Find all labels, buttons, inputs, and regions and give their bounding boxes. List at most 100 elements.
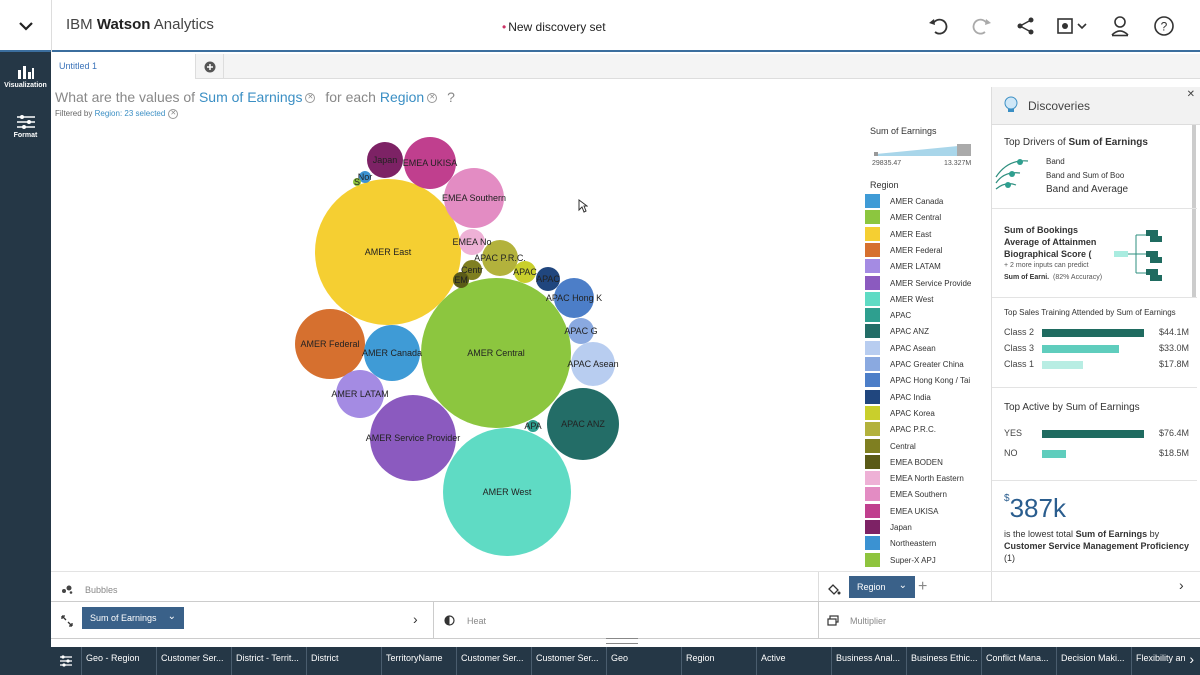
undo-icon[interactable] (916, 12, 960, 40)
data-column-item[interactable]: Geo (606, 647, 681, 675)
data-column-item[interactable]: Decision Maki... (1056, 647, 1131, 675)
legend-item[interactable]: AMER Service Provide (864, 275, 976, 292)
bubble[interactable] (482, 240, 518, 276)
bubble[interactable] (367, 142, 403, 178)
tab-untitled-1[interactable]: Untitled 1 (51, 54, 196, 79)
bar-row[interactable]: Class 1 $17.8M (1004, 359, 1189, 371)
insight-value[interactable]: $387k (1004, 493, 1066, 523)
bubble[interactable] (421, 278, 571, 428)
data-column-item[interactable]: Business Ethic... (906, 647, 981, 675)
legend-item[interactable]: Central (864, 438, 976, 455)
dimension-token[interactable]: Region (379, 89, 425, 105)
expand-icon[interactable] (61, 615, 73, 627)
add-field-icon[interactable]: + (918, 578, 928, 595)
legend-item[interactable]: AMER East (864, 226, 976, 243)
data-column-item[interactable]: District (306, 647, 381, 675)
bubble[interactable] (547, 388, 619, 460)
discoveries-scrollbar[interactable] (1192, 125, 1196, 297)
legend-item[interactable]: EMEA North Eastern (864, 471, 976, 487)
training-card-title[interactable]: Top Sales Training Attended by Sum of Ea… (1004, 308, 1176, 317)
legend-item[interactable]: Super-X APJ (864, 552, 976, 569)
data-column-item[interactable]: Flexibility and (1131, 647, 1185, 675)
legend-item[interactable]: EMEA Southern (864, 487, 976, 503)
chart-type-label[interactable]: Bubbles (85, 585, 118, 595)
bubble[interactable] (554, 278, 594, 318)
legend-item[interactable]: EMEA UKISA (864, 503, 976, 520)
data-column-item[interactable]: Geo - Region (81, 647, 156, 675)
data-column-item[interactable]: Region (681, 647, 756, 675)
bubble[interactable] (568, 318, 594, 344)
resize-handle[interactable] (606, 638, 638, 644)
bubble[interactable] (353, 178, 361, 186)
legend-item[interactable]: APAC ANZ (864, 324, 976, 340)
bubble[interactable] (315, 179, 461, 325)
bar-row[interactable]: YES $76.4M (1004, 428, 1189, 440)
document-title[interactable]: • New discovery set (502, 20, 606, 34)
legend-item[interactable]: AMER Canada (864, 194, 976, 210)
chevron-right-icon[interactable]: › (413, 611, 418, 627)
user-icon[interactable] (1098, 12, 1142, 40)
bubble[interactable] (336, 370, 384, 418)
bubble[interactable] (571, 342, 615, 386)
data-column-item[interactable]: Customer Ser... (456, 647, 531, 675)
bubble[interactable] (370, 395, 456, 481)
settings-sliders-icon[interactable] (59, 655, 73, 667)
color-by-pill[interactable]: Region ⌄ (849, 576, 915, 598)
legend-item[interactable]: APAC Greater China (864, 357, 976, 373)
save-dropdown-icon[interactable] (1048, 12, 1098, 40)
share-icon[interactable] (1004, 12, 1048, 40)
bubble[interactable] (404, 137, 456, 189)
add-tab-icon[interactable] (196, 54, 224, 79)
legend-item[interactable]: AMER LATAM (864, 259, 976, 275)
bubble[interactable] (359, 171, 371, 183)
chevron-right-icon[interactable]: › (1179, 577, 1184, 593)
legend-item[interactable]: APAC Asean (864, 340, 976, 357)
multiplier-slot-label[interactable]: Multiplier (850, 616, 887, 626)
legend-item[interactable]: Japan (864, 520, 976, 536)
remove-dimension-icon[interactable]: ✕ (427, 93, 438, 104)
data-column-item[interactable]: Business Anal... (831, 647, 906, 675)
legend-item[interactable]: AMER Federal (864, 242, 976, 259)
filter-token[interactable]: Region: 23 selected (94, 109, 166, 119)
measure-token[interactable]: Sum of Earnings (198, 89, 303, 105)
data-column-item[interactable]: Active (756, 647, 831, 675)
bubble[interactable] (536, 267, 560, 291)
legend-item[interactable]: AMER West (864, 291, 976, 308)
bubble[interactable] (443, 428, 571, 556)
close-icon[interactable]: ✕ (1186, 89, 1195, 100)
data-column-item[interactable]: District - Territ... (231, 647, 306, 675)
help-icon[interactable]: ? (1142, 12, 1186, 40)
legend-item[interactable]: EMEA BODEN (864, 454, 976, 471)
drivers-card-title[interactable]: Top Drivers of Sum of Earnings (1004, 137, 1148, 148)
data-column-item[interactable]: Customer Ser... (531, 647, 606, 675)
bar-row[interactable]: Class 3 $33.0M (1004, 343, 1189, 355)
bar-row[interactable]: Class 2 $44.1M (1004, 327, 1189, 339)
data-column-item[interactable]: Conflict Mana... (981, 647, 1056, 675)
redo-icon[interactable] (960, 12, 1004, 40)
legend-item[interactable]: APAC India (864, 389, 976, 406)
bubble[interactable] (295, 309, 365, 379)
legend-item[interactable]: APAC Korea (864, 405, 976, 422)
chevron-down-icon[interactable] (0, 0, 52, 52)
legend-item[interactable]: APAC P.R.C. (864, 422, 976, 438)
remove-filter-icon[interactable]: ✕ (168, 109, 179, 119)
bubble[interactable] (364, 325, 420, 381)
legend-item[interactable]: APAC (864, 308, 976, 324)
bubble[interactable] (444, 168, 504, 228)
bubble[interactable] (453, 272, 469, 288)
legend-item[interactable]: Northeastern (864, 536, 976, 552)
legend-item[interactable]: AMER Central (864, 210, 976, 226)
size-by-pill[interactable]: Sum of Earnings ⌄ (82, 607, 184, 629)
data-column-item[interactable]: Customer Ser... (156, 647, 231, 675)
chevron-right-icon[interactable]: › (1189, 651, 1194, 667)
prediction-card[interactable]: Sum of Bookings Average of Attainmen Bio… (1004, 224, 1096, 260)
bubble[interactable] (459, 229, 485, 255)
remove-measure-icon[interactable]: ✕ (305, 93, 316, 104)
bubble[interactable] (514, 261, 536, 283)
visualization-tool[interactable]: Visualization (0, 64, 51, 89)
data-column-item[interactable]: TerritoryName (381, 647, 456, 675)
active-card-title[interactable]: Top Active by Sum of Earnings (1004, 402, 1140, 413)
legend-item[interactable]: APAC Hong Kong / Tai (864, 373, 976, 389)
bar-row[interactable]: NO $18.5M (1004, 448, 1189, 460)
heat-slot-label[interactable]: Heat (467, 616, 487, 626)
